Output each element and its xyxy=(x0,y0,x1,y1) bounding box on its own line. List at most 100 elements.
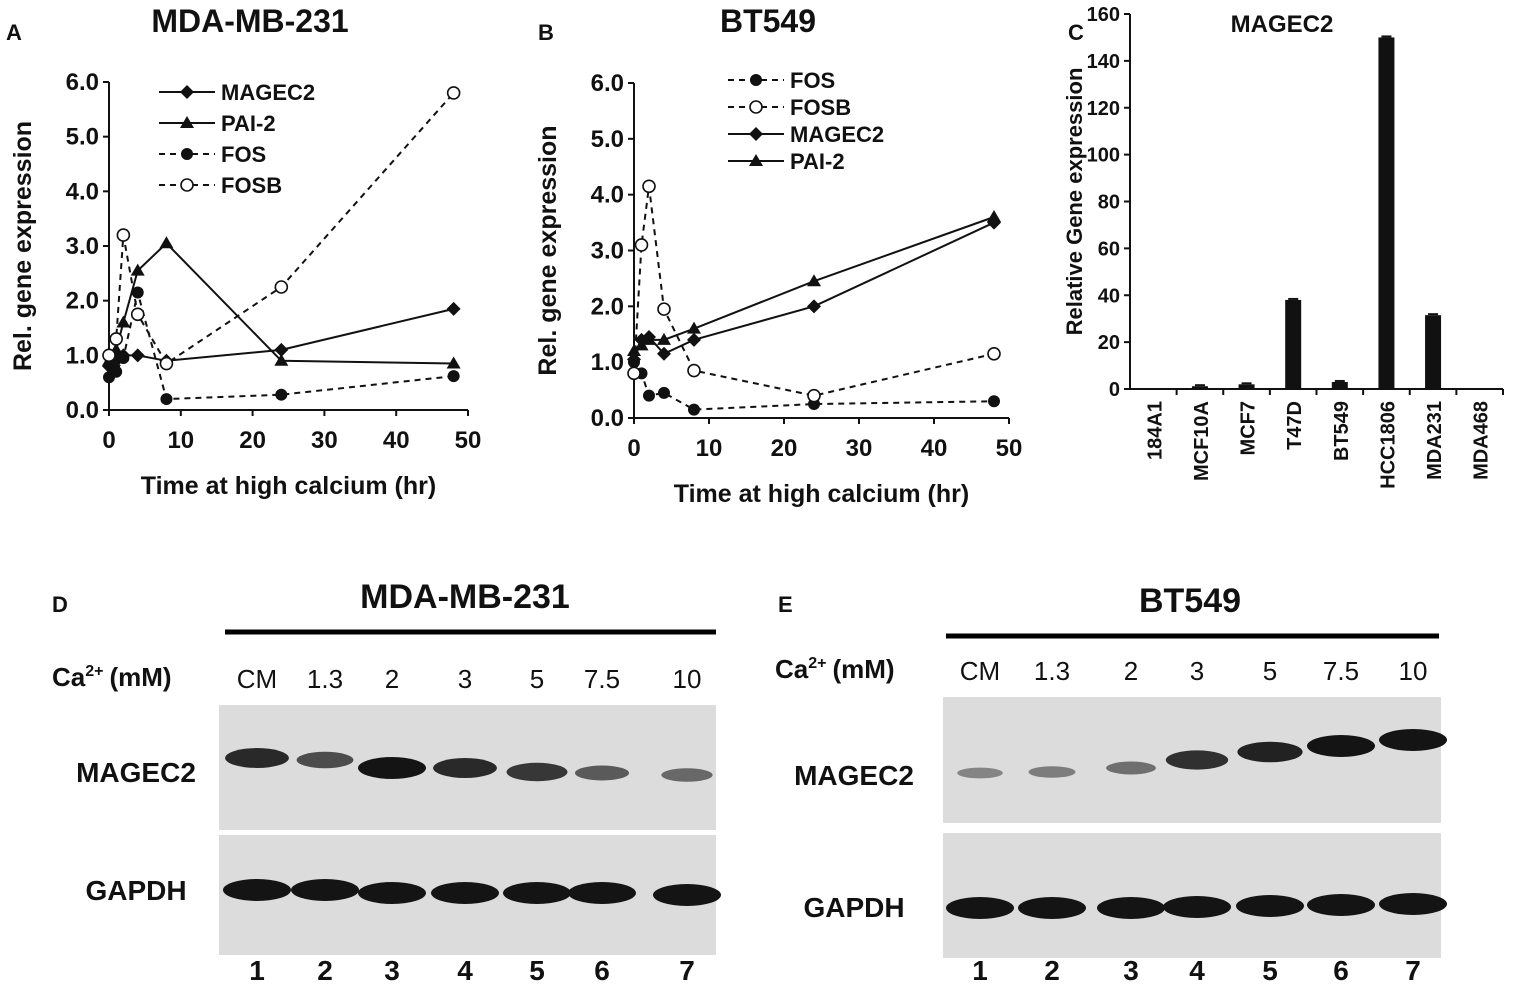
band-gapdh xyxy=(1018,897,1086,919)
concentration-label: 1.3 xyxy=(307,664,343,694)
panel-e-ca-unit: (mM) xyxy=(833,654,895,684)
y-tick-label: 3.0 xyxy=(66,233,99,260)
panel-b-letter: B xyxy=(538,20,554,45)
concentration-label: CM xyxy=(960,656,1000,686)
band-gapdh xyxy=(1097,897,1165,919)
x-tick-label: 40 xyxy=(383,427,410,454)
data-point-magec2 xyxy=(657,346,671,361)
bar-mda468 xyxy=(1471,388,1488,390)
data-point-fosb xyxy=(687,363,701,378)
series-line-fosb xyxy=(108,92,455,365)
legend-marker xyxy=(181,148,193,160)
concentration-label: 5 xyxy=(530,664,544,694)
band-gapdh xyxy=(653,884,721,906)
category-label: BT549 xyxy=(1331,401,1353,461)
axes xyxy=(1129,14,1503,390)
lane-number: 4 xyxy=(1189,955,1205,986)
lane-number: 6 xyxy=(1333,955,1349,986)
data-point-magec2 xyxy=(687,332,701,347)
y-tick-label: 5.0 xyxy=(591,126,624,153)
data-point-fosb xyxy=(642,179,656,194)
legend-marker xyxy=(180,85,194,99)
blot-label-magec2: MAGEC2 xyxy=(76,757,196,788)
data-point-fosb xyxy=(634,238,649,252)
legend-marker xyxy=(749,154,763,166)
lane-number: 5 xyxy=(529,955,545,986)
data-point-magec2 xyxy=(274,342,289,357)
legend-label: FOS xyxy=(221,142,266,167)
data-point-pai-2 xyxy=(807,274,821,287)
y-tick-label: 0.0 xyxy=(66,397,99,424)
y-tick-label: 4.0 xyxy=(591,182,624,209)
lane-number: 2 xyxy=(1044,955,1060,986)
panel-e-title: BT549 xyxy=(1139,582,1241,620)
lane-number: 7 xyxy=(1405,955,1421,986)
panel-d-letter: D xyxy=(52,592,68,617)
lane-number: 3 xyxy=(1123,955,1139,986)
legend-label: MAGEC2 xyxy=(790,122,884,147)
panel-d-ca-unit: (mM) xyxy=(110,662,172,692)
band-gapdh xyxy=(503,882,571,904)
legend-marker xyxy=(750,74,762,86)
band-gapdh xyxy=(946,897,1014,919)
concentration-label: 2 xyxy=(385,664,399,694)
category-label: HCC1806 xyxy=(1377,401,1399,489)
lane-number: 5 xyxy=(1262,955,1278,986)
data-point-pai-2 xyxy=(130,263,145,276)
data-point-fosb xyxy=(116,228,131,242)
concentration-label: CM xyxy=(237,664,277,694)
data-point-pai-2 xyxy=(987,210,1001,222)
legend-marker xyxy=(180,116,194,128)
lane-number: 1 xyxy=(249,955,265,986)
panel-a-title: MDA-MB-231 xyxy=(151,3,348,39)
y-axis-label: Rel. gene expression xyxy=(9,121,37,371)
legend-marker xyxy=(749,127,763,141)
data-point-pai-2 xyxy=(446,356,461,369)
x-tick-label: 50 xyxy=(455,427,482,454)
data-point-fosb xyxy=(446,86,461,100)
y-tick-label: 0.0 xyxy=(591,405,624,432)
data-point-pai-2 xyxy=(657,332,671,345)
x-tick-label: 0 xyxy=(627,435,640,462)
legend-label: FOSB xyxy=(790,95,851,120)
y-tick-label: 100 xyxy=(1087,145,1120,167)
legend-marker xyxy=(749,100,763,114)
y-tick-label: 1.0 xyxy=(66,342,99,369)
data-point-pai-2 xyxy=(274,353,289,366)
category-label: MDA468 xyxy=(1471,401,1493,480)
panel-d-ca-sup: 2+ xyxy=(85,663,103,680)
band-magec2 xyxy=(433,758,497,778)
band-magec2 xyxy=(225,748,289,768)
band-gapdh xyxy=(1307,894,1375,916)
x-tick-label: 40 xyxy=(921,435,948,462)
lane-number: 2 xyxy=(317,955,333,986)
data-point-pai-2 xyxy=(159,236,174,249)
legend-label: FOS xyxy=(790,68,835,93)
data-point-fosb xyxy=(109,332,123,346)
y-tick-label: 40 xyxy=(1098,285,1120,307)
series-line-fosb xyxy=(633,186,995,397)
y-tick-label: 1.0 xyxy=(591,349,624,376)
bar-184a1 xyxy=(1145,388,1162,390)
bar-mcf10a xyxy=(1191,386,1208,389)
y-tick-label: 6.0 xyxy=(66,69,99,96)
data-point-magec2 xyxy=(807,299,821,314)
x-tick-label: 20 xyxy=(239,427,266,454)
bar-bt549 xyxy=(1331,381,1348,389)
y-tick-label: 160 xyxy=(1087,4,1120,26)
data-point-fos xyxy=(160,393,173,406)
concentration-label: 10 xyxy=(673,664,702,694)
y-tick-label: 2.0 xyxy=(66,288,99,315)
data-point-fosb xyxy=(987,346,1001,361)
concentration-label: 3 xyxy=(1190,656,1204,686)
panel-e-ca-label: Ca2+ (mM) xyxy=(775,654,895,684)
concentration-label: 3 xyxy=(458,664,472,694)
x-tick-label: 50 xyxy=(996,435,1023,462)
band-magec2 xyxy=(1307,735,1375,757)
category-label: 184A1 xyxy=(1144,401,1166,460)
concentration-label: 7.5 xyxy=(584,664,620,694)
y-tick-label: 4.0 xyxy=(66,178,99,205)
y-tick-label: 60 xyxy=(1098,238,1120,260)
chart-a: 0.0 1.0 2.0 3.0 4.0 5.0 6.0 0 10 20 30 40 50 Time at … xyxy=(9,69,481,500)
data-point-fos xyxy=(131,286,144,299)
